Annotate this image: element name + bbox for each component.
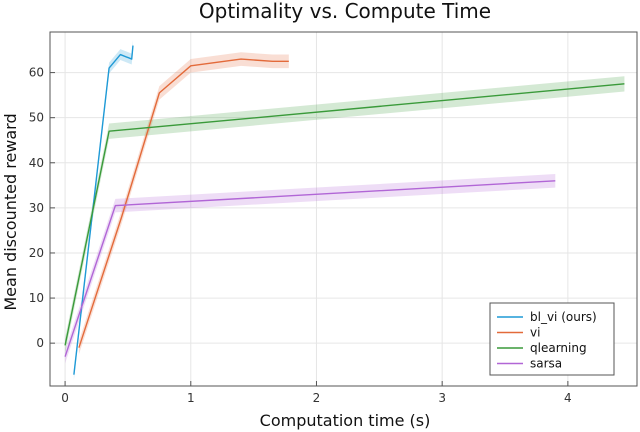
line-sarsa xyxy=(64,180,556,357)
x-tick-label: 1 xyxy=(187,391,195,405)
y-tick-label: 10 xyxy=(29,291,44,305)
x-axis-ticks: 0 1 2 3 4 xyxy=(61,381,572,405)
grid xyxy=(50,32,637,386)
y-tick-label: 60 xyxy=(29,66,44,80)
y-tick-label: 0 xyxy=(36,336,44,350)
x-axis-label: Computation time (s) xyxy=(260,411,431,430)
x-tick-label: 0 xyxy=(61,391,69,405)
legend-label-vi: vi xyxy=(530,326,540,340)
legend-label-qlearning: qlearning xyxy=(530,341,587,355)
legend-label-sarsa: sarsa xyxy=(530,357,562,371)
y-tick-label: 20 xyxy=(29,246,44,260)
band-sarsa xyxy=(65,174,556,364)
x-tick-label: 4 xyxy=(564,391,572,405)
y-tick-label: 40 xyxy=(29,156,44,170)
legend-label-bl-vi-ours: bl_vi (ours) xyxy=(530,310,597,324)
x-tick-label: 2 xyxy=(313,391,321,405)
y-tick-label: 50 xyxy=(29,111,44,125)
line-qlearning xyxy=(64,83,625,346)
y-axis-ticks: 0 10 20 30 40 50 60 xyxy=(29,66,55,350)
line-vi xyxy=(78,58,289,348)
series-lines xyxy=(64,45,625,375)
line-bl-vi-ours xyxy=(73,45,134,375)
y-tick-label: 30 xyxy=(29,201,44,215)
chart-title: Optimality vs. Compute Time xyxy=(199,0,491,23)
y-axis-label: Mean discounted reward xyxy=(1,113,20,310)
plot-frame xyxy=(49,31,638,387)
x-tick-label: 3 xyxy=(438,391,446,405)
